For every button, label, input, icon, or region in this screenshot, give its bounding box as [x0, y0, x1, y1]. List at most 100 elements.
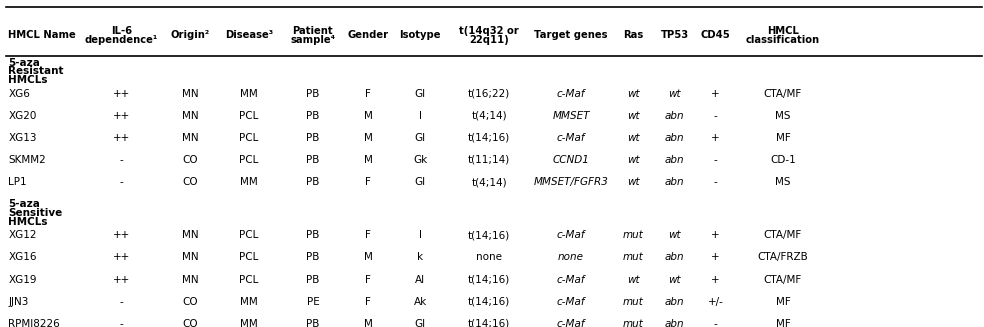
- Text: +: +: [711, 252, 720, 263]
- Text: classification: classification: [746, 35, 820, 44]
- Text: abn: abn: [665, 155, 684, 165]
- Text: XG12: XG12: [8, 230, 36, 240]
- Text: wt: wt: [627, 111, 640, 121]
- Text: wt: wt: [627, 133, 640, 143]
- Text: MN: MN: [182, 111, 199, 121]
- Text: -: -: [713, 319, 717, 327]
- Text: MN: MN: [182, 89, 199, 98]
- Text: c-Maf: c-Maf: [557, 297, 585, 307]
- Text: MN: MN: [182, 230, 199, 240]
- Text: MS: MS: [775, 111, 791, 121]
- Text: PB: PB: [306, 319, 320, 327]
- Text: c-Maf: c-Maf: [557, 89, 585, 98]
- Text: PB: PB: [306, 177, 320, 187]
- Text: MMSET: MMSET: [552, 111, 589, 121]
- Text: ++: ++: [113, 111, 130, 121]
- Text: MM: MM: [240, 89, 258, 98]
- Text: -: -: [713, 111, 717, 121]
- Text: abn: abn: [665, 252, 684, 263]
- Text: t(14;16): t(14;16): [468, 230, 510, 240]
- Text: F: F: [365, 275, 371, 284]
- Text: Isotype: Isotype: [400, 30, 441, 40]
- Text: CCND1: CCND1: [553, 155, 589, 165]
- Text: CO: CO: [182, 177, 198, 187]
- Text: TP53: TP53: [660, 30, 689, 40]
- Text: MN: MN: [182, 252, 199, 263]
- Text: ++: ++: [113, 133, 130, 143]
- Text: Gender: Gender: [347, 30, 389, 40]
- Text: t(14;16): t(14;16): [468, 275, 510, 284]
- Text: MM: MM: [240, 319, 258, 327]
- Text: c-Maf: c-Maf: [557, 230, 585, 240]
- Text: 22q11): 22q11): [469, 35, 509, 44]
- Text: MS: MS: [775, 177, 791, 187]
- Text: ++: ++: [113, 89, 130, 98]
- Text: I: I: [419, 111, 422, 121]
- Text: MF: MF: [775, 297, 790, 307]
- Text: t(16;22): t(16;22): [468, 89, 510, 98]
- Text: Sensitive: Sensitive: [8, 208, 63, 218]
- Text: wt: wt: [668, 275, 681, 284]
- Text: PCL: PCL: [239, 133, 259, 143]
- Text: none: none: [476, 252, 502, 263]
- Text: CD45: CD45: [701, 30, 730, 40]
- Text: wt: wt: [627, 177, 640, 187]
- Text: 5-aza: 5-aza: [8, 199, 40, 209]
- Text: XG19: XG19: [8, 275, 36, 284]
- Text: abn: abn: [665, 319, 684, 327]
- Text: MF: MF: [775, 133, 790, 143]
- Text: XG13: XG13: [8, 133, 36, 143]
- Text: F: F: [365, 89, 371, 98]
- Text: wt: wt: [668, 89, 681, 98]
- Text: t(14;16): t(14;16): [468, 319, 510, 327]
- Text: F: F: [365, 230, 371, 240]
- Text: mut: mut: [623, 297, 644, 307]
- Text: mut: mut: [623, 230, 644, 240]
- Text: XG20: XG20: [8, 111, 36, 121]
- Text: Target genes: Target genes: [534, 30, 608, 40]
- Text: M: M: [364, 319, 373, 327]
- Text: Gk: Gk: [413, 155, 427, 165]
- Text: CTA/MF: CTA/MF: [764, 89, 802, 98]
- Text: abn: abn: [665, 177, 684, 187]
- Text: -: -: [120, 155, 123, 165]
- Text: sample⁴: sample⁴: [290, 35, 336, 44]
- Text: PE: PE: [307, 297, 319, 307]
- Text: c-Maf: c-Maf: [557, 319, 585, 327]
- Text: +/-: +/-: [707, 297, 723, 307]
- Text: PCL: PCL: [239, 230, 259, 240]
- Text: -: -: [120, 319, 123, 327]
- Text: PB: PB: [306, 155, 320, 165]
- Text: wt: wt: [627, 155, 640, 165]
- Text: MN: MN: [182, 133, 199, 143]
- Text: ++: ++: [113, 230, 130, 240]
- Text: t(4;14): t(4;14): [471, 111, 507, 121]
- Text: MF: MF: [775, 319, 790, 327]
- Text: mut: mut: [623, 252, 644, 263]
- Text: c-Maf: c-Maf: [557, 275, 585, 284]
- Text: -: -: [120, 177, 123, 187]
- Text: PB: PB: [306, 111, 320, 121]
- Text: CTA/MF: CTA/MF: [764, 230, 802, 240]
- Text: IL-6: IL-6: [111, 26, 132, 36]
- Text: I: I: [419, 230, 422, 240]
- Text: Origin²: Origin²: [170, 30, 210, 40]
- Text: MM: MM: [240, 297, 258, 307]
- Text: MN: MN: [182, 275, 199, 284]
- Text: CTA/MF: CTA/MF: [764, 275, 802, 284]
- Text: Ak: Ak: [413, 297, 427, 307]
- Text: JJN3: JJN3: [8, 297, 29, 307]
- Text: GI: GI: [415, 89, 426, 98]
- Text: PB: PB: [306, 89, 320, 98]
- Text: PCL: PCL: [239, 275, 259, 284]
- Text: HMCLs: HMCLs: [8, 75, 48, 85]
- Text: LP1: LP1: [8, 177, 27, 187]
- Text: dependence¹: dependence¹: [85, 35, 158, 44]
- Text: MMSET/FGFR3: MMSET/FGFR3: [533, 177, 608, 187]
- Text: abn: abn: [665, 297, 684, 307]
- Text: MM: MM: [240, 177, 258, 187]
- Text: PCL: PCL: [239, 111, 259, 121]
- Text: PB: PB: [306, 133, 320, 143]
- Text: XG16: XG16: [8, 252, 36, 263]
- Text: Ras: Ras: [623, 30, 644, 40]
